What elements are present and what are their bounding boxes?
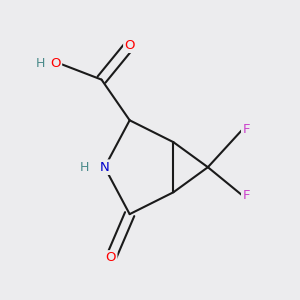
Text: O: O [124, 39, 135, 52]
Text: O: O [50, 58, 61, 70]
Text: N: N [100, 161, 110, 174]
Text: O: O [106, 251, 116, 264]
Text: H: H [80, 161, 89, 174]
Text: H: H [36, 58, 45, 70]
Text: F: F [242, 123, 250, 136]
Text: F: F [242, 189, 250, 202]
